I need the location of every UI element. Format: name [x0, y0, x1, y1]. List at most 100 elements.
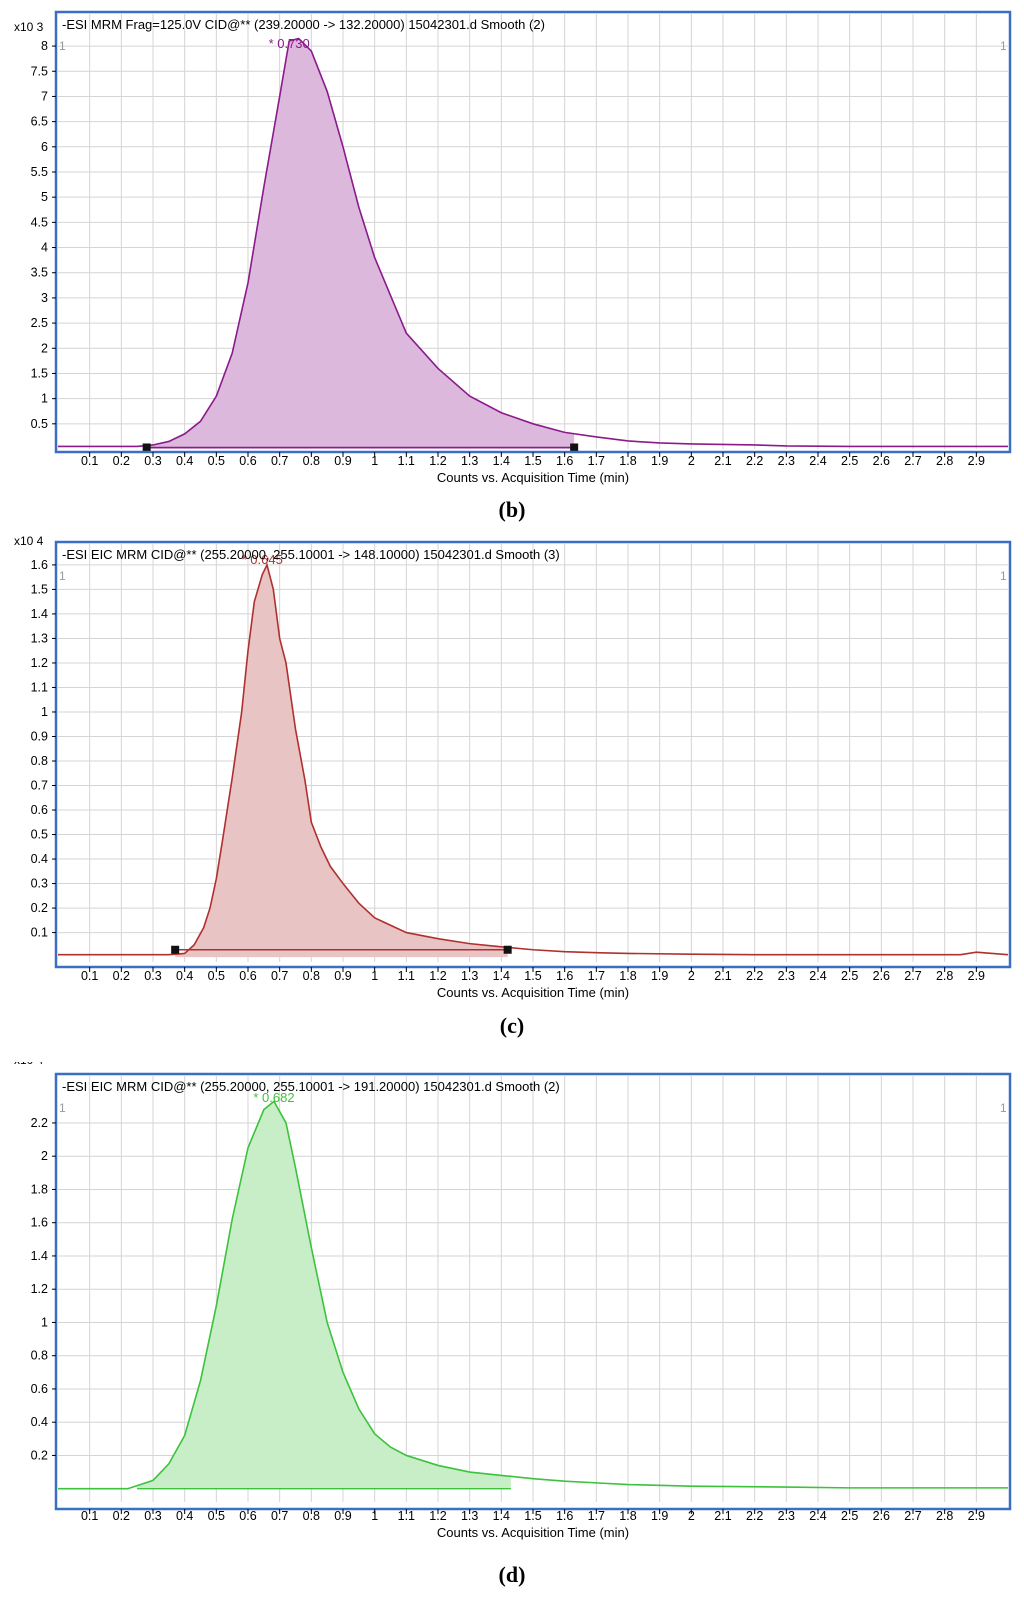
peak-label: * 0.682 — [253, 1090, 294, 1105]
x-tick-label: 1.3 — [461, 454, 478, 468]
y-tick-label: 5 — [41, 190, 48, 204]
x-tick-label: 2.3 — [778, 1509, 795, 1523]
x-tick-label: 1.1 — [398, 454, 415, 468]
x-tick-label: 1.8 — [619, 454, 636, 468]
x-tick-label: 2 — [688, 454, 695, 468]
chromatogram-chart-d: * 0.682-ESI EIC MRM CID@** (255.20000, 2… — [14, 1062, 1012, 1540]
y-tick-label: 1 — [41, 1315, 48, 1329]
x-tick-label: 2.1 — [714, 454, 731, 468]
x-tick-label: 2.2 — [746, 969, 763, 983]
x-tick-label: 0.5 — [208, 454, 225, 468]
x-tick-label: 2.6 — [873, 1509, 890, 1523]
y-tick-label: 6 — [41, 140, 48, 154]
y-tick-label: 2.2 — [31, 1116, 48, 1130]
y-tick-label: 3 — [41, 291, 48, 305]
y-tick-label: 1 — [41, 392, 48, 406]
x-tick-label: 0.8 — [303, 969, 320, 983]
y-tick-label: 2.5 — [31, 316, 48, 330]
x-tick-label: 2 — [688, 1509, 695, 1523]
x-tick-label: 0.5 — [208, 969, 225, 983]
peak-area-fill — [175, 564, 508, 958]
x-tick-label: 2.2 — [746, 454, 763, 468]
y-tick-label: 0.4 — [31, 1415, 48, 1429]
corner-label-left: 1 — [59, 39, 66, 53]
x-tick-label: 1.4 — [493, 1509, 510, 1523]
x-tick-label: 2.6 — [873, 969, 890, 983]
x-tick-label: 0.4 — [176, 454, 193, 468]
x-tick-label: 0.3 — [144, 1509, 161, 1523]
y-tick-label: 7 — [41, 89, 48, 103]
x-axis-label: Counts vs. Acquisition Time (min) — [437, 470, 629, 485]
x-tick-label: 0.6 — [239, 1509, 256, 1523]
x-tick-label: 0.4 — [176, 1509, 193, 1523]
y-tick-label: 1.6 — [31, 558, 48, 572]
x-tick-label: 1.5 — [524, 1509, 541, 1523]
x-tick-label: 1.7 — [588, 1509, 605, 1523]
corner-label-right: 1 — [1000, 569, 1007, 583]
x-tick-label: 2.9 — [968, 1509, 985, 1523]
x-tick-label: 1.8 — [619, 1509, 636, 1523]
chart-title: -ESI EIC MRM CID@** (255.20000, 255.1000… — [62, 1079, 560, 1094]
x-tick-label: 2.7 — [904, 969, 921, 983]
y-tick-label: 0.2 — [31, 1448, 48, 1462]
y-tick-label: 1.1 — [31, 680, 48, 694]
y-tick-label: 0.5 — [31, 417, 48, 431]
y-tick-label: 1.5 — [31, 366, 48, 380]
y-multiplier: x10 4 — [14, 1062, 44, 1067]
chart-panel-c: * 0.645 -ESI EIC MRM CID@** (255.20000, 2… — [0, 530, 1024, 1060]
chart-panel-d: * 0.682 -ESI EIC MRM CID@** (255.20000, 2… — [0, 1062, 1024, 1599]
y-tick-label: 0.8 — [31, 1349, 48, 1363]
x-tick-label: 2.8 — [936, 969, 953, 983]
x-tick-label: 1.5 — [524, 969, 541, 983]
x-tick-label: 1.6 — [556, 969, 573, 983]
x-tick-label: 1 — [371, 969, 378, 983]
x-tick-label: 2.9 — [968, 454, 985, 468]
y-tick-label: 0.4 — [31, 852, 48, 866]
chart-title: -ESI EIC MRM CID@** (255.20000, 255.1000… — [62, 547, 560, 562]
y-tick-label: 0.7 — [31, 779, 48, 793]
x-tick-label: 1.2 — [429, 1509, 446, 1523]
x-tick-label: 0.4 — [176, 969, 193, 983]
x-axis-label: Counts vs. Acquisition Time (min) — [437, 985, 629, 1000]
caption-text: (c) — [499, 1013, 525, 1038]
y-tick-label: 2 — [41, 1149, 48, 1163]
x-tick-label: 1.7 — [588, 969, 605, 983]
y-tick-label: 0.5 — [31, 828, 48, 842]
x-tick-label: 0.9 — [334, 969, 351, 983]
x-tick-label: 0.2 — [113, 969, 130, 983]
x-tick-label: 0.6 — [239, 969, 256, 983]
corner-label-right: 1 — [1000, 39, 1007, 53]
x-tick-label: 0.7 — [271, 454, 288, 468]
x-tick-label: 0.3 — [144, 454, 161, 468]
series-line — [58, 37, 1008, 448]
x-tick-label: 2.3 — [778, 969, 795, 983]
y-tick-label: 0.6 — [31, 1382, 48, 1396]
y-tick-label: 1.6 — [31, 1216, 48, 1230]
x-tick-label: 1.3 — [461, 969, 478, 983]
integration-end-marker — [503, 945, 512, 954]
x-tick-label: 2.4 — [809, 969, 826, 983]
corner-label-left: 1 — [59, 569, 66, 583]
x-tick-label: 1.8 — [619, 969, 636, 983]
x-tick-label: 1.4 — [493, 454, 510, 468]
chromatogram-chart-b: * 0.730 -ESI MRM Frag=125.0V CID@** (239.… — [14, 10, 1012, 485]
peak-label: * 0.645 — [242, 552, 283, 567]
x-tick-label: 1.2 — [429, 969, 446, 983]
x-tick-label: 2.7 — [904, 1509, 921, 1523]
x-tick-label: 2.8 — [936, 454, 953, 468]
x-tick-label: 1.4 — [493, 969, 510, 983]
y-tick-label: 8 — [41, 39, 48, 53]
x-tick-label: 2 — [688, 969, 695, 983]
x-tick-label: 0.1 — [81, 454, 98, 468]
integration-start-marker — [142, 443, 151, 452]
panel-caption-b: (b) — [0, 497, 1024, 523]
x-tick-label: 2.5 — [841, 969, 858, 983]
x-tick-label: 0.8 — [303, 1509, 320, 1523]
panel-caption-c: (c) — [0, 1013, 1024, 1039]
corner-label-right: 1 — [1000, 1101, 1007, 1115]
x-tick-label: 1.5 — [524, 454, 541, 468]
peak-area-fill — [146, 38, 575, 449]
corner-label-left: 1 — [59, 1101, 66, 1115]
x-tick-label: 2.8 — [936, 1509, 953, 1523]
y-tick-label: 1.4 — [31, 1249, 48, 1263]
